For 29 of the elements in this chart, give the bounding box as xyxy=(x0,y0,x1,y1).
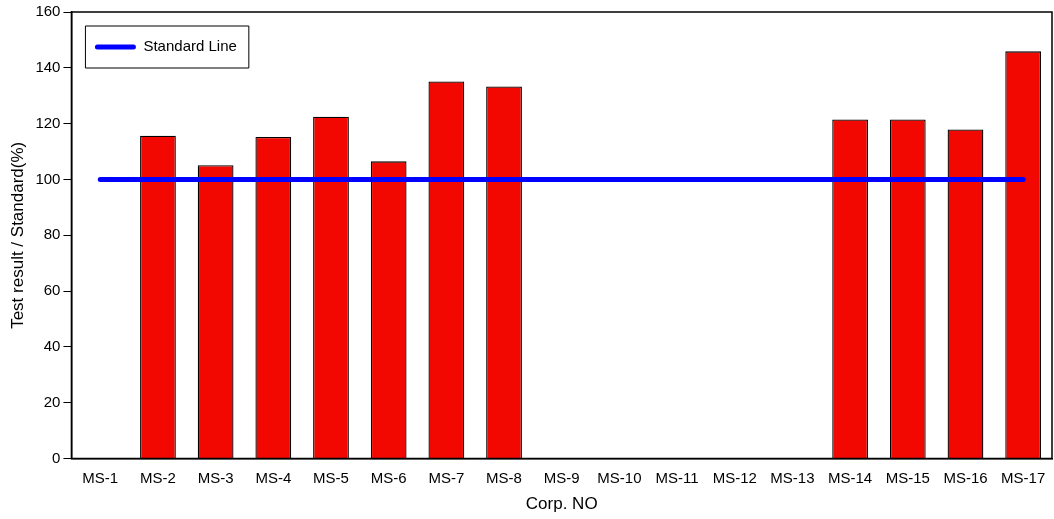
x-tick-label: MS-17 xyxy=(1001,468,1046,486)
x-tick-label: MS-13 xyxy=(770,468,815,486)
x-tick-label: MS-7 xyxy=(428,468,465,486)
y-tick-label: 160 xyxy=(35,2,61,20)
x-axis-title: Corp. NO xyxy=(525,494,598,514)
x-tick-label: MS-14 xyxy=(828,468,873,486)
x-tick-label: MS-11 xyxy=(655,468,699,486)
x-tick-label: MS-9 xyxy=(543,468,580,486)
x-tick-label: MS-10 xyxy=(597,468,642,486)
x-tick-label: MS-2 xyxy=(140,468,176,486)
y-tick-label: 140 xyxy=(35,57,61,75)
y-tick-label: 40 xyxy=(43,337,61,355)
y-tick-label: 20 xyxy=(43,392,61,410)
y-tick-label: 100 xyxy=(35,169,61,187)
x-tick-label: MS-1 xyxy=(82,468,119,486)
x-tick-label: MS-5 xyxy=(313,468,349,486)
x-tick-label: MS-12 xyxy=(712,468,757,486)
x-tick-label: MS-8 xyxy=(486,468,522,486)
legend-label: Standard Line xyxy=(143,37,237,55)
y-tick-label: 120 xyxy=(35,113,61,131)
x-tick-label: MS-16 xyxy=(943,468,988,486)
y-axis-title: Test result / Standard(%) xyxy=(7,141,27,329)
y-tick-label: 0 xyxy=(52,448,61,466)
x-tick-label: MS-15 xyxy=(885,468,930,486)
x-tick-label: MS-6 xyxy=(370,468,407,486)
y-tick-label: 80 xyxy=(43,225,61,243)
y-tick-label: 60 xyxy=(43,281,61,299)
x-tick-label: MS-3 xyxy=(197,468,234,486)
x-tick-label: MS-4 xyxy=(255,468,292,486)
